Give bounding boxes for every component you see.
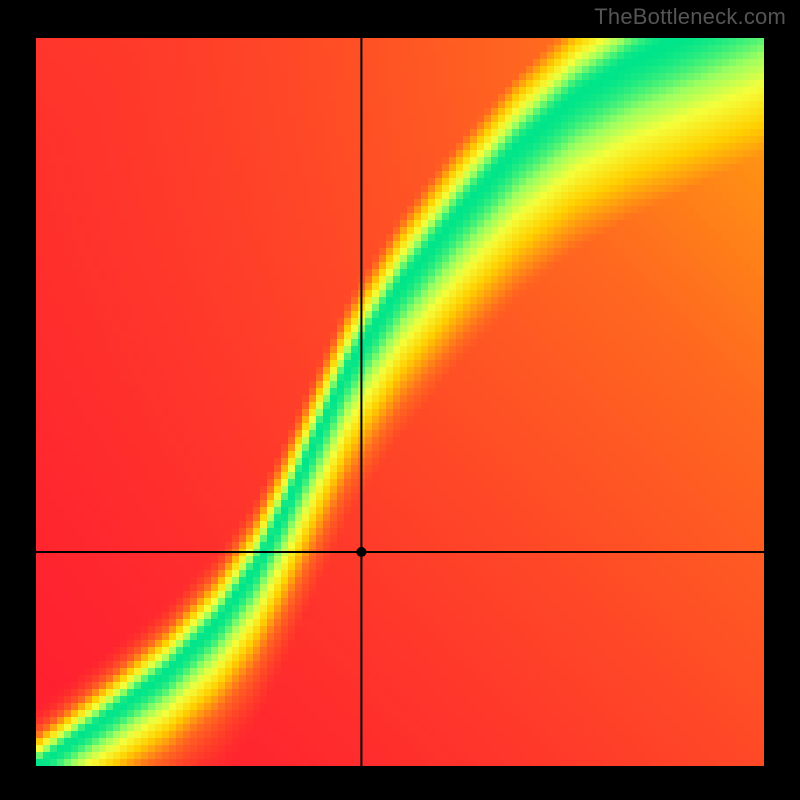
bottleneck-heatmap-canvas: [0, 0, 800, 800]
watermark-text: TheBottleneck.com: [594, 4, 786, 30]
chart-container: TheBottleneck.com: [0, 0, 800, 800]
